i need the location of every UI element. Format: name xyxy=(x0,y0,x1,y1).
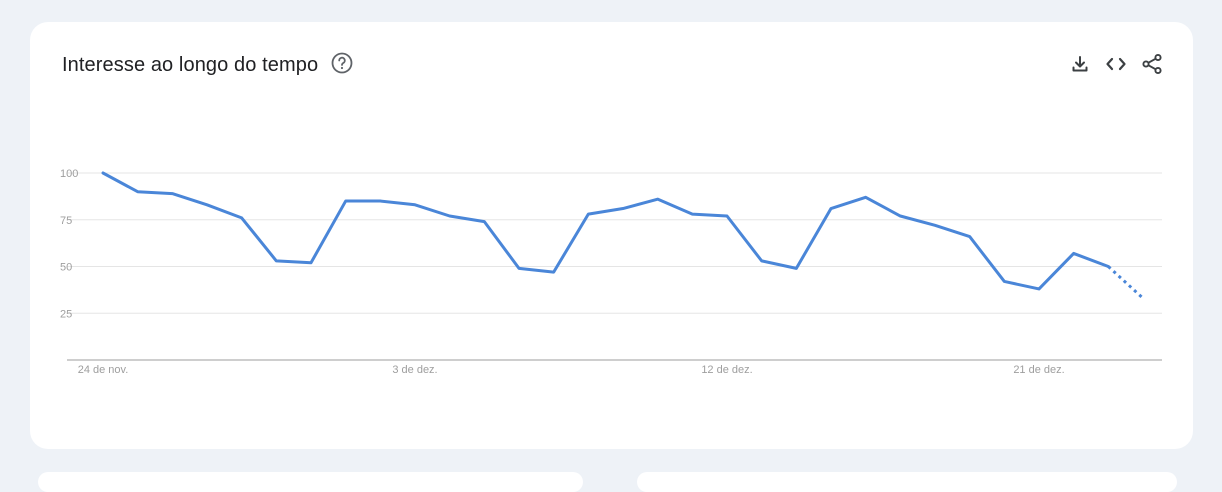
share-icon xyxy=(1142,53,1162,75)
x-tick-label: 21 de dez. xyxy=(1013,364,1064,376)
card-title: Interesse ao longo do tempo xyxy=(62,54,319,76)
chart-toolbar xyxy=(1069,52,1163,76)
embed-button[interactable] xyxy=(1105,52,1127,76)
download-icon xyxy=(1072,56,1088,72)
y-tick-label: 75 xyxy=(60,215,72,227)
y-tick-label: 25 xyxy=(60,308,72,320)
bottom-card-left xyxy=(38,472,583,492)
code-embed-icon xyxy=(1106,57,1126,71)
bottom-card-right xyxy=(637,472,1177,492)
series-line-solid xyxy=(101,171,1110,291)
x-tick-label: 3 de dez. xyxy=(392,364,437,376)
share-button[interactable] xyxy=(1141,52,1163,76)
x-tick-label: 12 de dez. xyxy=(701,364,752,376)
x-tick-label: 24 de nov. xyxy=(78,364,129,376)
download-button[interactable] xyxy=(1069,52,1091,76)
help-circle-icon[interactable] xyxy=(330,51,354,75)
interest-line-chart: 25 50 75 100 24 de nov. 3 de dez. 12 de dez. 21… xyxy=(60,168,1162,376)
y-tick-label: 50 xyxy=(60,262,72,274)
y-tick-label: 100 xyxy=(60,168,78,180)
series-line-partial xyxy=(1107,265,1145,300)
interest-over-time-card: Interesse ao longo do tempo xyxy=(30,22,1193,449)
